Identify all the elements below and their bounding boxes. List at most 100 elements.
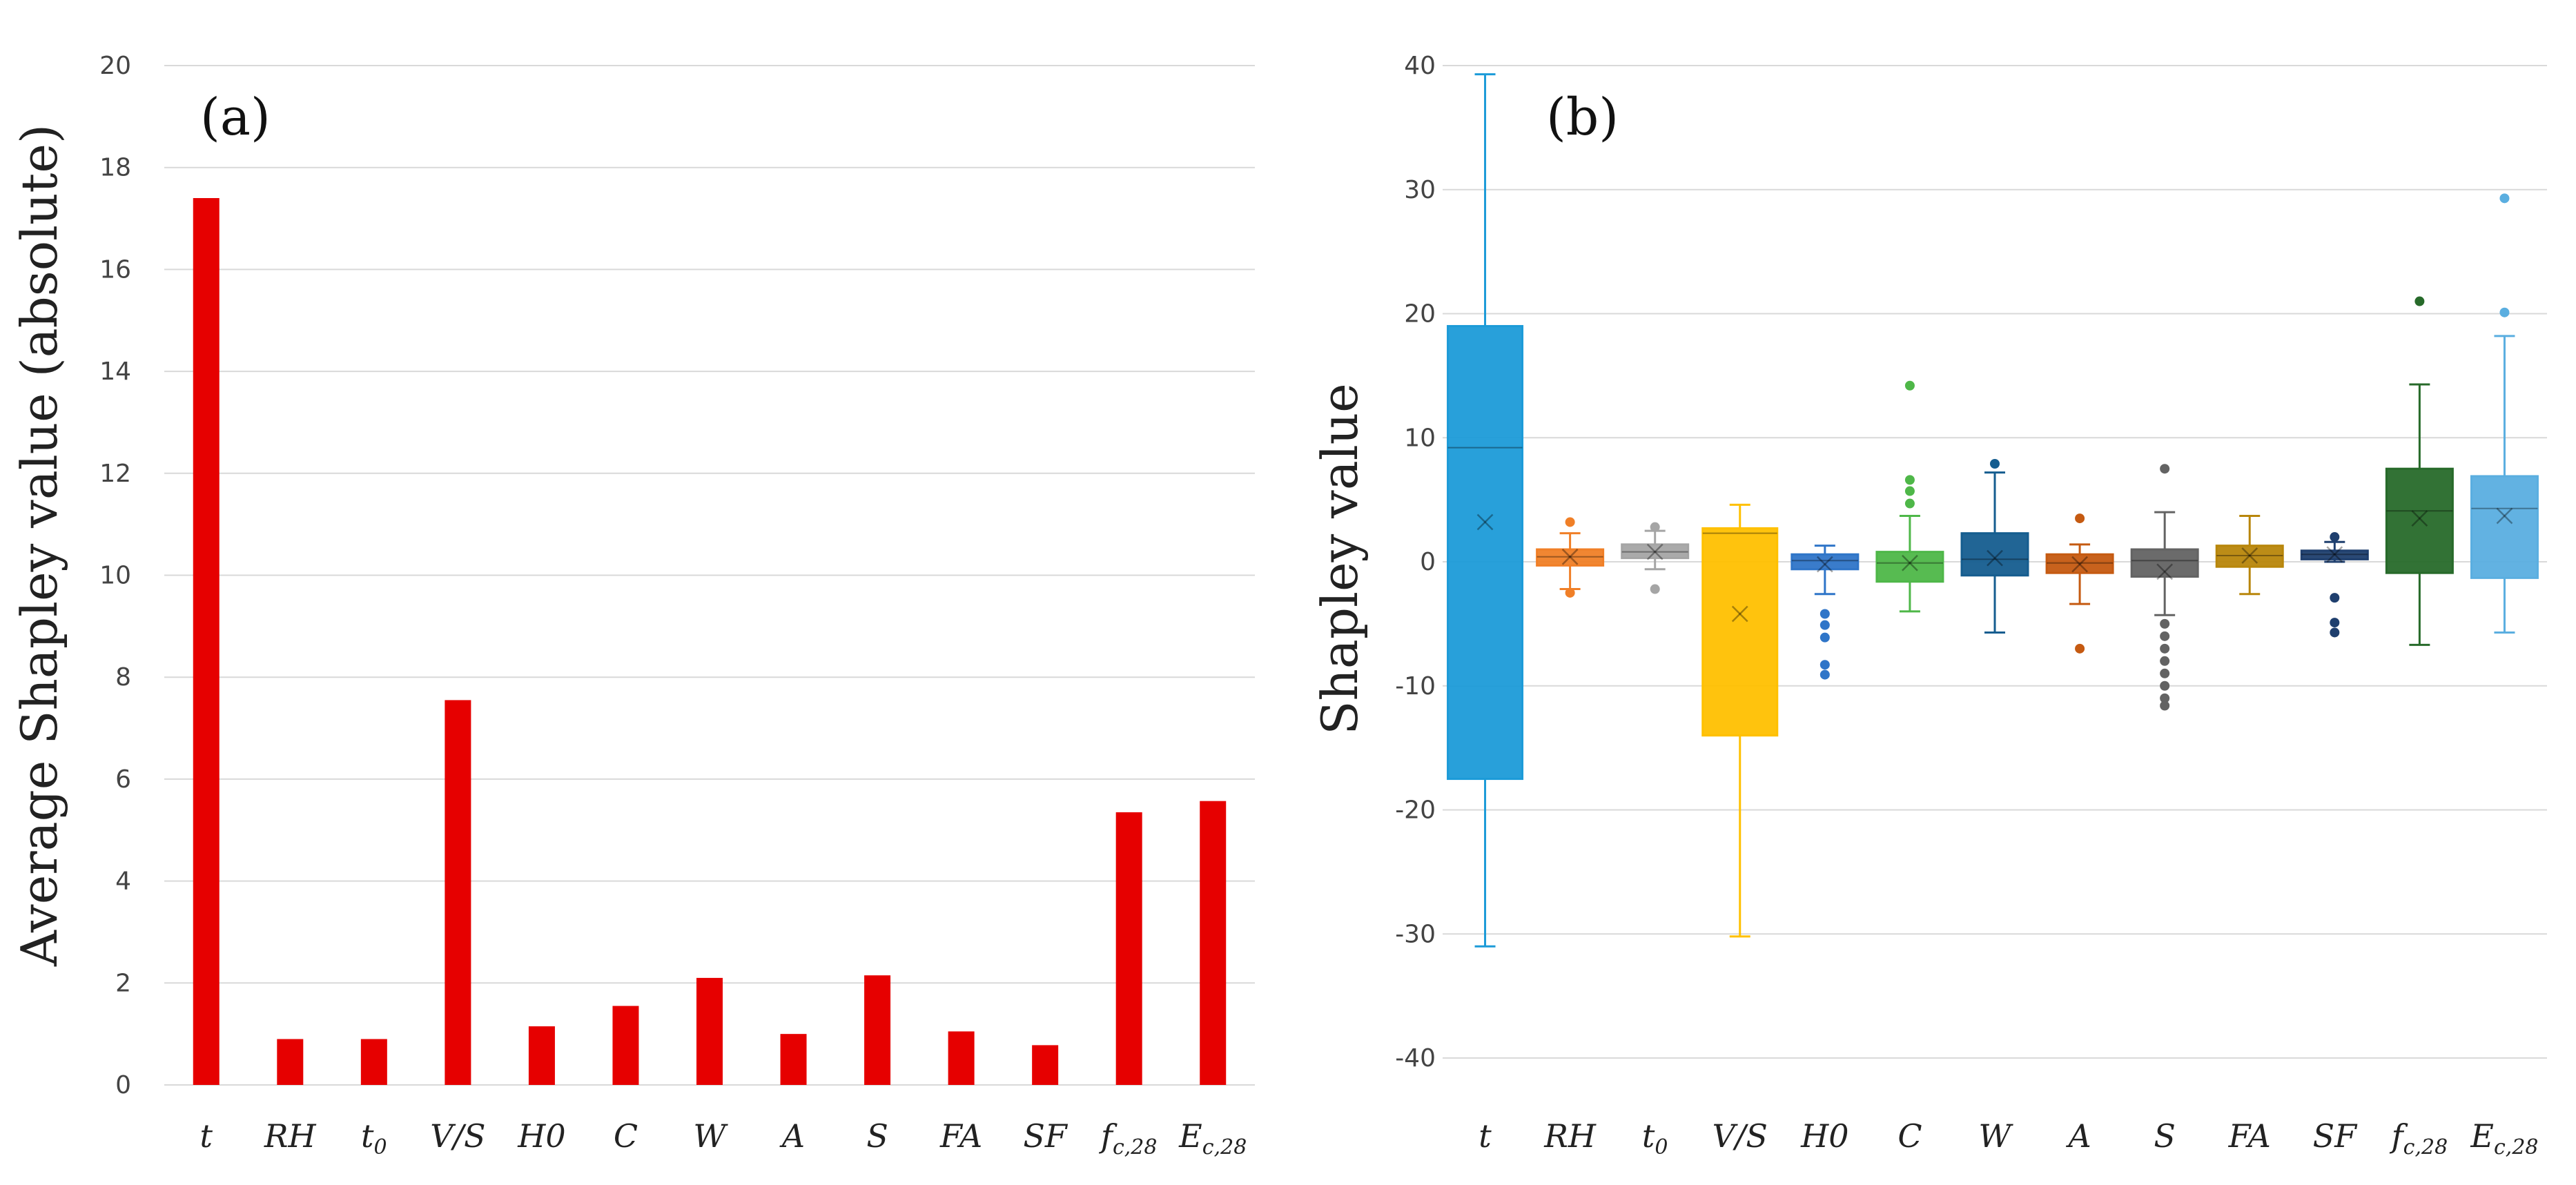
outlier-point (2160, 680, 2170, 691)
panel-b-x-tick-label: t (1479, 1117, 1492, 1155)
bar (612, 1006, 639, 1085)
panel-a-label: (a) (200, 88, 271, 147)
panel-a-x-tick-label: RH (264, 1117, 317, 1155)
bar (193, 198, 219, 1085)
panel-b-x-tick-label: A (2065, 1117, 2091, 1155)
panel-a-x-tick-label: C (614, 1117, 638, 1155)
box-body (1790, 553, 1860, 571)
mean-marker (2326, 546, 2343, 563)
outlier-point (2499, 193, 2510, 204)
panel-a-y-axis-label: Average Shapley value (absolute) (10, 124, 68, 967)
box-11 (2300, 532, 2369, 638)
outlier-point (2160, 701, 2170, 711)
bar (277, 1039, 304, 1085)
outlier-point (1565, 517, 1575, 527)
outlier-point (2160, 631, 2170, 641)
outlier-point (2160, 618, 2170, 629)
box-body (1875, 551, 1944, 583)
outlier-point (1819, 609, 1830, 619)
box-body (2300, 549, 2369, 560)
outlier-point (2160, 643, 2170, 654)
outlier-point (2330, 532, 2340, 542)
panel-b-y-tick-label: -20 (1395, 796, 1436, 825)
mean-marker (1816, 556, 1833, 573)
outlier-point (1904, 380, 1915, 391)
panel-a-y-tick-label: 16 (99, 255, 131, 284)
panel-b-y-axis-label: Shapley value (1311, 383, 1369, 735)
panel-b-y-tick-label: 40 (1404, 52, 1436, 80)
panel-a-x-tick-label: S (866, 1117, 888, 1155)
box-8 (2045, 513, 2114, 654)
bar (864, 975, 891, 1085)
outlier-point (2075, 643, 2085, 654)
panel-a-y-tick-label: 10 (99, 562, 131, 590)
outlier-point (2075, 513, 2085, 524)
box-12 (2385, 296, 2454, 646)
outlier-point (2160, 693, 2170, 703)
panel-b-x-tick-label: fc,28 (2390, 1117, 2448, 1159)
panel-a-y-tick-label: 14 (99, 358, 131, 386)
panel-a-y-tick-label: 6 (115, 765, 131, 794)
panel-a-x-tick-label: V/S (430, 1117, 485, 1155)
panel-b-x-tick-label: FA (2228, 1117, 2271, 1155)
mean-marker (1987, 549, 2003, 567)
bar (1115, 812, 1142, 1085)
panel-b-x-tick-label: W (1978, 1117, 2013, 1155)
panel-b-x-tick-label: V/S (1713, 1117, 1768, 1155)
box-10 (2215, 514, 2284, 596)
panel-a-y-tick-label: 4 (115, 868, 131, 896)
outlier-point (1904, 475, 1915, 485)
box-body (2045, 553, 2114, 574)
box-body (1960, 532, 2029, 577)
bar (1032, 1045, 1059, 1085)
outlier-point (1565, 587, 1575, 598)
box-1 (1447, 73, 1524, 948)
outlier-point (1819, 669, 1830, 680)
panel-b-y-tick-label: 20 (1404, 300, 1436, 329)
mean-marker (1476, 513, 1494, 531)
bar (780, 1034, 807, 1085)
bar (1200, 801, 1227, 1085)
outlier-point (2160, 464, 2170, 474)
panel-b-y-tick-label: 10 (1404, 424, 1436, 452)
box-6 (1875, 380, 1944, 613)
box-3 (1621, 522, 1690, 594)
mean-marker (2411, 510, 2428, 527)
outlier-point (2160, 668, 2170, 678)
panel-a-y-tick-label: 18 (99, 154, 131, 182)
panel-b-y-tick-label: -40 (1395, 1044, 1436, 1073)
mean-marker (2156, 563, 2174, 580)
panel-a-x-tick-label: t (200, 1117, 213, 1155)
mean-marker (2496, 507, 2513, 525)
panel-a-x-tick-label: FA (939, 1117, 982, 1155)
box-body (2215, 545, 2284, 568)
bar (696, 977, 723, 1085)
box-13 (2470, 193, 2539, 634)
panel-b-x-tick-label: H0 (1800, 1117, 1848, 1155)
bar (948, 1031, 975, 1085)
box-body (2385, 467, 2454, 574)
outlier-point (1990, 458, 2000, 469)
panel-b-y-tick-label: -30 (1395, 920, 1436, 948)
outlier-point (2160, 656, 2170, 666)
panel-b-y-tick-label: 30 (1404, 176, 1436, 204)
outlier-point (1819, 660, 1830, 670)
panel-a-x-tick-label: fc,28 (1099, 1117, 1158, 1159)
panel-b-label: (b) (1546, 88, 1619, 147)
panel-a-bar-chart: (a) Average Shapley value (absolute) 0 2 4… (10, 52, 1255, 1159)
bar (445, 700, 471, 1085)
box-body (2130, 548, 2199, 578)
panel-a-y-tick-label: 8 (115, 663, 131, 692)
box-5 (1790, 545, 1860, 680)
panel-b-x-tick-label: C (1897, 1117, 1922, 1155)
outlier-point (1819, 620, 1830, 630)
panel-b-box-plot: (b) Shapley value -40 -30 -20 -10 0 10 20 30 40 t… (1311, 52, 2547, 1159)
bar (360, 1039, 387, 1085)
mean-marker (1902, 554, 1918, 571)
mean-marker (1731, 605, 1748, 623)
box-body (1621, 543, 1690, 560)
panel-a-x-tick-label: t0 (361, 1117, 387, 1159)
panel-b-x-tick-label: t0 (1642, 1117, 1668, 1159)
outlier-point (1650, 584, 1660, 594)
